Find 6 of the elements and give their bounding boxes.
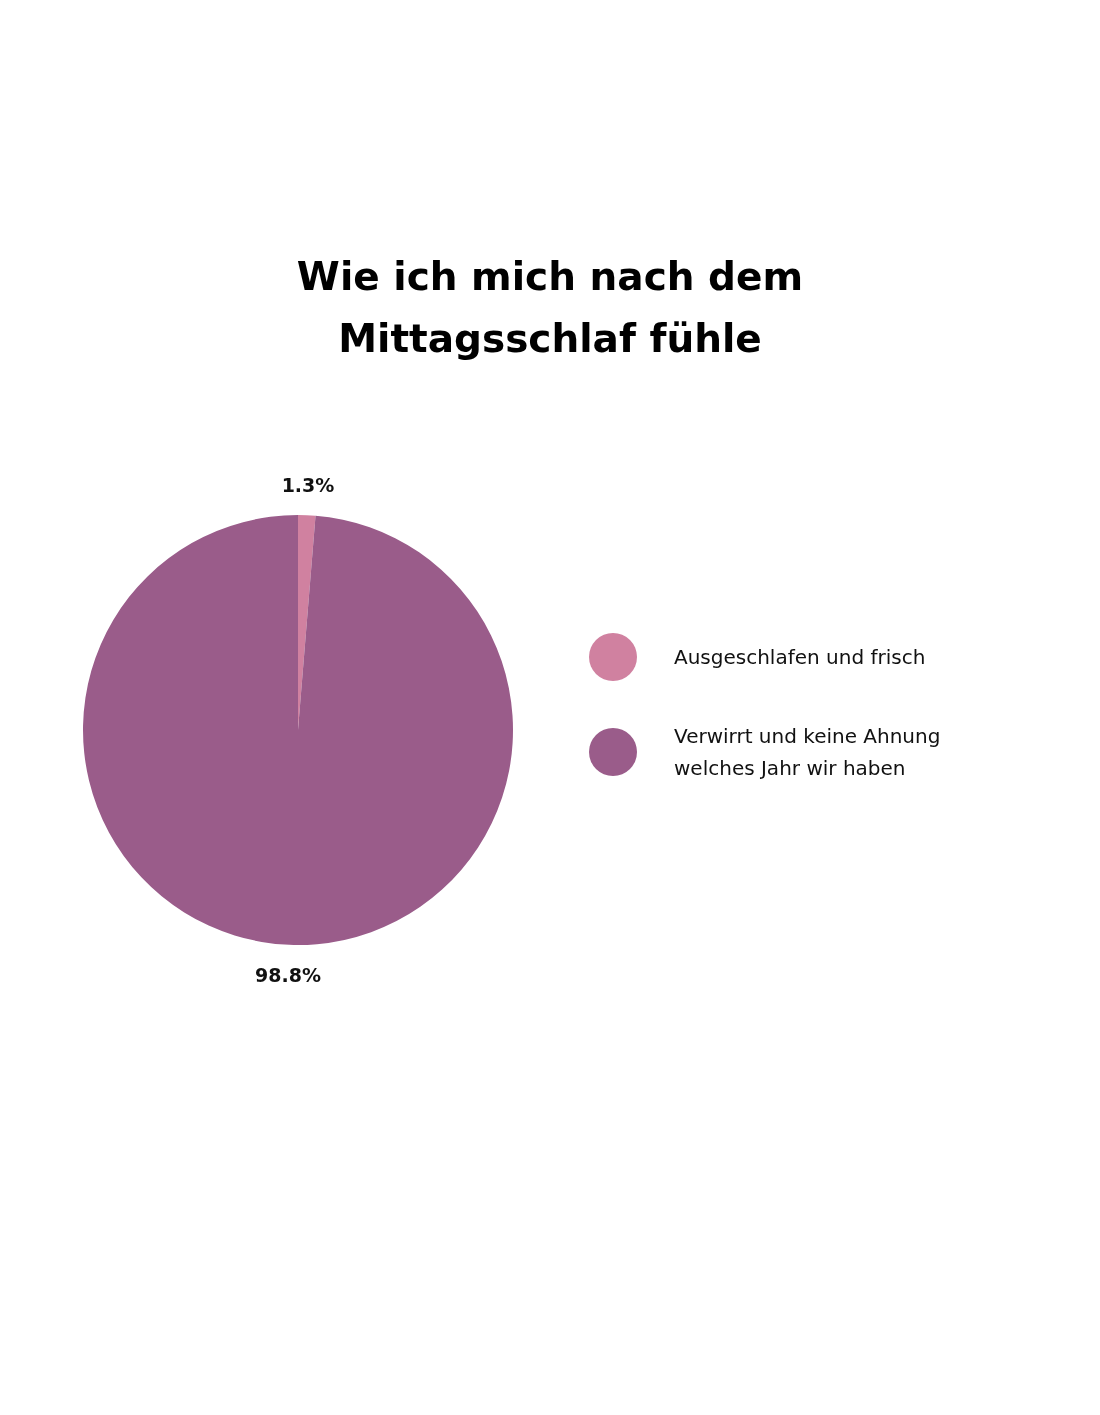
pie-slice <box>83 515 513 945</box>
legend-label: Ausgeschlafen und frisch <box>674 644 927 671</box>
data-label: 1.3% <box>281 474 335 497</box>
chart-title: Wie ich mich nach dem Mittagsschlaf fühle <box>295 253 805 363</box>
data-label: 98.8% <box>255 963 321 986</box>
legend-label: Verwirrt und keine Ahnung welches Jahr wir haben <box>674 723 942 782</box>
